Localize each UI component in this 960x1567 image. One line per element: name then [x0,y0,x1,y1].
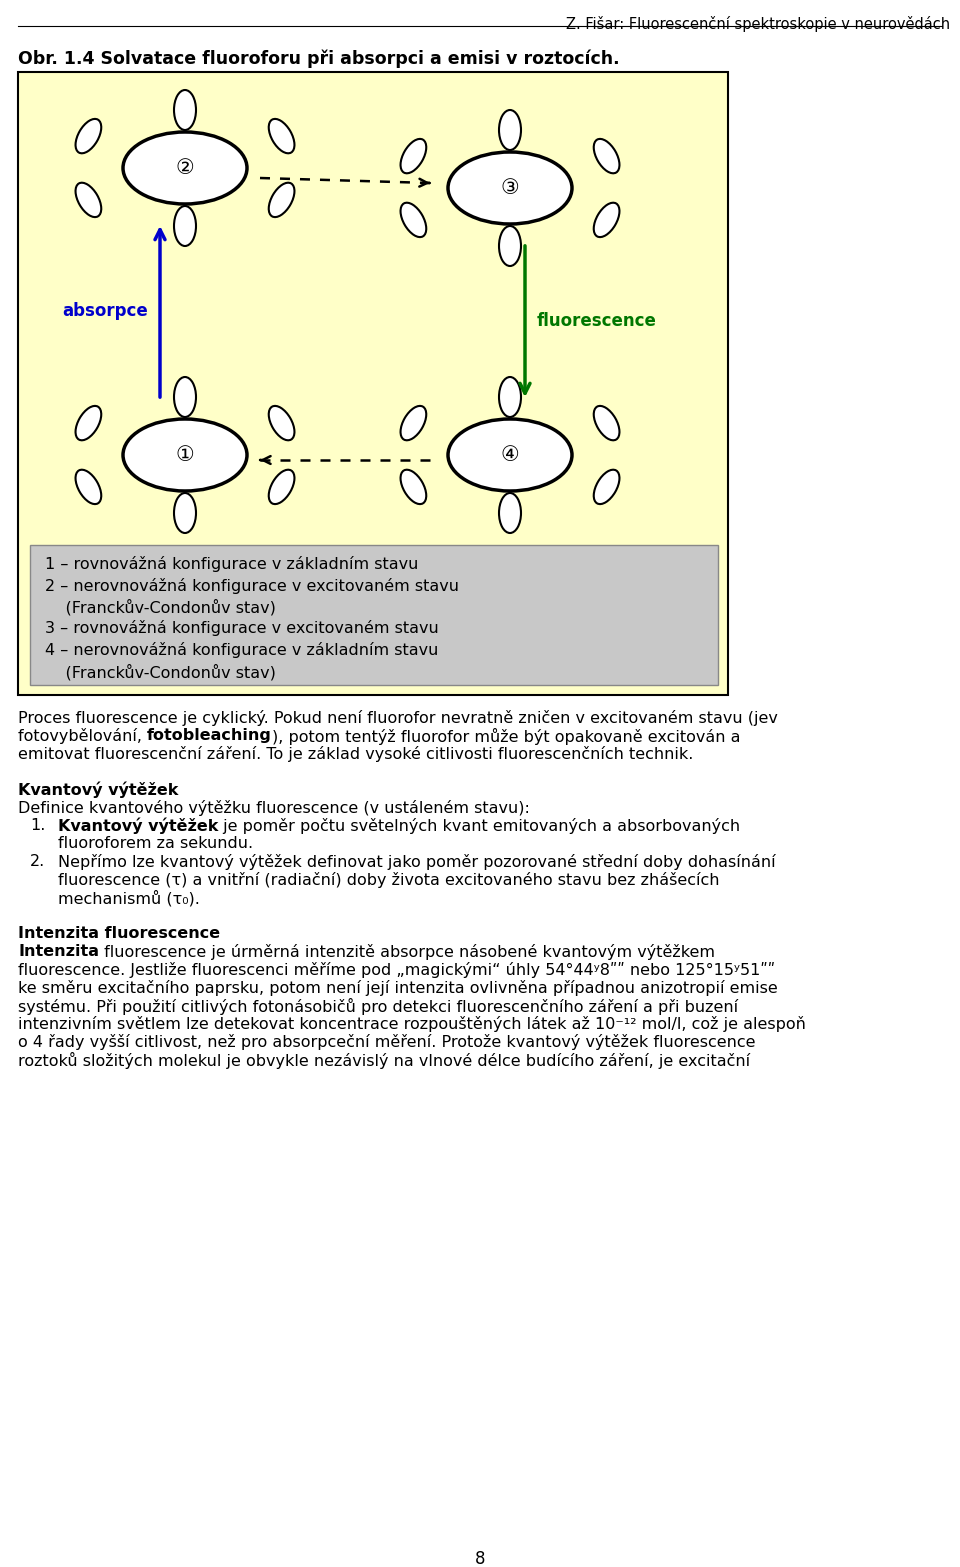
Ellipse shape [593,470,619,505]
Ellipse shape [269,470,295,505]
Ellipse shape [76,406,101,440]
Text: Z. Fišar: Fluorescenční spektroskopie v neurovědách: Z. Fišar: Fluorescenční spektroskopie v … [565,16,950,31]
Ellipse shape [499,226,521,266]
Ellipse shape [400,202,426,237]
Text: ke směru excitačního paprsku, potom není její intenzita ovlivněna případnou aniz: ke směru excitačního paprsku, potom není… [18,979,778,997]
Text: 1 – rovnovážná konfigurace v základním stavu: 1 – rovnovážná konfigurace v základním s… [45,556,419,572]
Text: Obr. 1.4 Solvatace fluoroforu při absorpci a emisi v roztocích.: Obr. 1.4 Solvatace fluoroforu při absorp… [18,50,619,69]
Text: fluorescence. Jestliže fluorescenci měříme pod „magickými“ úhly 54°44ʸ8ʺʺ nebo 1: fluorescence. Jestliže fluorescenci měří… [18,962,775,978]
Text: intenzivním světlem lze detekovat koncentrace rozpouštěných látek až 10⁻¹² mol/l: intenzivním světlem lze detekovat koncen… [18,1015,805,1033]
Ellipse shape [269,119,295,154]
Text: emitovat fluorescenční záření. To je základ vysoké citlivosti fluorescenčních te: emitovat fluorescenční záření. To je zák… [18,746,693,762]
Text: (Franckův-Condonův stav): (Franckův-Condonův stav) [45,599,276,616]
Text: Kvantový výtěžek: Kvantový výtěžek [58,818,218,835]
Ellipse shape [400,406,426,440]
Ellipse shape [174,205,196,246]
Ellipse shape [448,152,572,224]
Text: ③: ③ [500,179,519,197]
Text: fluorescence: fluorescence [537,312,657,331]
Ellipse shape [499,110,521,150]
Text: absorpce: absorpce [62,302,148,321]
Text: fotovybělování,: fotovybělování, [18,729,147,744]
Ellipse shape [593,139,619,174]
Ellipse shape [269,406,295,440]
Ellipse shape [499,378,521,417]
Text: Definice kvantového výtěžku fluorescence (v ustáleném stavu):: Definice kvantového výtěžku fluorescence… [18,801,530,816]
Ellipse shape [76,470,101,505]
Ellipse shape [448,418,572,490]
Text: roztoků složitých molekul je obvykle nezávislý na vlnové délce budícího záření, : roztoků složitých molekul je obvykle nez… [18,1051,750,1069]
Ellipse shape [123,132,247,204]
Text: Intenzita fluorescence: Intenzita fluorescence [18,926,220,942]
Ellipse shape [499,494,521,533]
Text: ④: ④ [500,445,519,465]
Ellipse shape [593,406,619,440]
Text: fluorescence (τ) a vnitřní (radiační) doby života excitovaného stavu bez zhášecí: fluorescence (τ) a vnitřní (radiační) do… [58,871,719,888]
Ellipse shape [76,183,101,218]
Ellipse shape [593,202,619,237]
Ellipse shape [123,418,247,490]
Ellipse shape [400,470,426,505]
Text: mechanismů (τ₀).: mechanismů (τ₀). [58,890,200,907]
Text: 3 – rovnovážná konfigurace v excitovaném stavu: 3 – rovnovážná konfigurace v excitovaném… [45,621,439,636]
Ellipse shape [174,494,196,533]
Ellipse shape [400,139,426,174]
Text: Intenzita: Intenzita [18,943,99,959]
Ellipse shape [76,119,101,154]
Ellipse shape [269,183,295,218]
Text: Proces fluorescence je cyklický. Pokud není fluorofor nevratně zničen v excitova: Proces fluorescence je cyklický. Pokud n… [18,710,778,726]
Bar [30,545,718,685]
Text: fluorescence je úrměrná intenzitě absorpce násobené kvantovým výtěžkem: fluorescence je úrměrná intenzitě absorp… [99,943,715,961]
Text: 4 – nerovnovážná konfigurace v základním stavu: 4 – nerovnovážná konfigurace v základním… [45,642,439,658]
Text: 1.: 1. [30,818,45,834]
Text: (Franckův-Condonův stav): (Franckův-Condonův stav) [45,663,276,680]
Bar [18,72,728,696]
Text: 8: 8 [475,1550,485,1567]
Ellipse shape [174,89,196,130]
Text: je poměr počtu světelných kvant emitovaných a absorbovaných: je poměr počtu světelných kvant emitovan… [218,818,740,834]
Text: Nepřímo lze kvantový výtěžek definovat jako poměr pozorované střední doby dohasí: Nepřímo lze kvantový výtěžek definovat j… [58,854,776,870]
Text: fluoroforem za sekundu.: fluoroforem za sekundu. [58,837,253,851]
Ellipse shape [174,378,196,417]
Text: 2 – nerovnovážná konfigurace v excitovaném stavu: 2 – nerovnovážná konfigurace v excitovan… [45,578,459,594]
Text: ), potom tentýž fluorofor může být opakovaně excitován a: ), potom tentýž fluorofor může být opako… [272,729,740,744]
Text: ②: ② [176,158,194,179]
Text: Kvantový výtěžek: Kvantový výtěžek [18,782,179,799]
Text: fotobleaching: fotobleaching [147,729,272,743]
Text: 2.: 2. [30,854,45,870]
Text: o 4 řady vyšší citlivost, než pro absorpceční měření. Protože kvantový výtěžek f: o 4 řady vyšší citlivost, než pro absorp… [18,1034,756,1050]
Text: systému. Při použití citlivých fotonásobičů pro detekci fluorescenčního záření a: systému. Při použití citlivých fotonásob… [18,998,738,1015]
Text: ①: ① [176,445,194,465]
